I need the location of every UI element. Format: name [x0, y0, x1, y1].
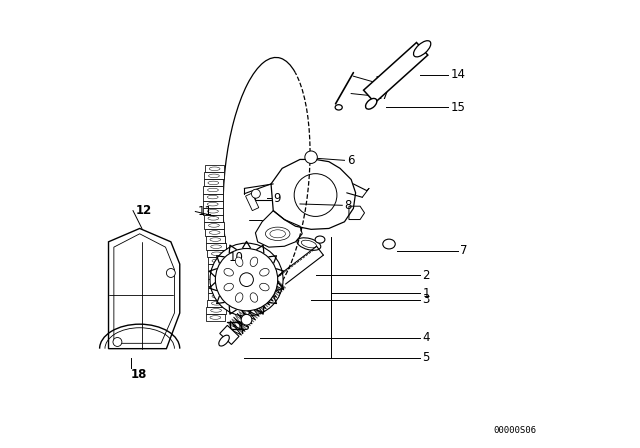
- Polygon shape: [364, 43, 428, 103]
- Text: 2: 2: [422, 269, 430, 282]
- Text: 9: 9: [273, 192, 281, 205]
- Bar: [206, 307, 226, 314]
- Bar: [207, 250, 227, 257]
- Circle shape: [166, 268, 175, 277]
- Bar: [206, 243, 226, 250]
- Circle shape: [113, 337, 122, 346]
- Text: 16: 16: [374, 75, 389, 88]
- Bar: [205, 314, 225, 321]
- Text: 11: 11: [198, 205, 212, 218]
- Ellipse shape: [250, 257, 258, 267]
- Bar: [203, 208, 223, 215]
- Ellipse shape: [335, 105, 342, 110]
- Bar: [207, 293, 227, 300]
- Text: 7: 7: [460, 244, 468, 257]
- Circle shape: [210, 243, 283, 316]
- Bar: [208, 279, 228, 286]
- Circle shape: [241, 314, 252, 325]
- Ellipse shape: [365, 99, 377, 109]
- Text: 8: 8: [344, 199, 352, 212]
- Bar: [205, 236, 225, 243]
- Text: 13: 13: [236, 320, 250, 333]
- Text: 18: 18: [131, 368, 147, 381]
- Circle shape: [252, 189, 260, 198]
- Ellipse shape: [250, 293, 258, 302]
- Bar: [204, 179, 223, 186]
- Bar: [208, 271, 228, 279]
- Ellipse shape: [413, 41, 431, 57]
- Bar: [207, 300, 227, 307]
- Bar: [205, 165, 225, 172]
- Ellipse shape: [260, 283, 269, 291]
- Bar: [204, 172, 224, 179]
- Bar: [207, 257, 227, 264]
- Bar: [246, 193, 259, 211]
- Ellipse shape: [383, 239, 396, 249]
- Text: 17: 17: [374, 89, 389, 102]
- Text: 5: 5: [422, 351, 430, 364]
- Bar: [203, 186, 223, 194]
- Text: 15: 15: [451, 101, 465, 114]
- Circle shape: [240, 273, 253, 287]
- Ellipse shape: [260, 268, 269, 276]
- Ellipse shape: [236, 257, 243, 267]
- Text: 3: 3: [422, 293, 430, 306]
- Text: 00000S06: 00000S06: [493, 426, 536, 435]
- Circle shape: [216, 249, 278, 311]
- Ellipse shape: [236, 293, 243, 302]
- Bar: [208, 264, 228, 271]
- Text: 12: 12: [135, 204, 152, 217]
- Circle shape: [305, 151, 317, 164]
- Bar: [203, 194, 223, 201]
- Ellipse shape: [315, 236, 325, 243]
- Text: 1: 1: [422, 287, 430, 300]
- Ellipse shape: [224, 283, 234, 291]
- Bar: [204, 215, 223, 222]
- Text: 4: 4: [422, 331, 430, 344]
- Bar: [204, 222, 224, 229]
- Text: 14: 14: [451, 69, 465, 82]
- Ellipse shape: [219, 335, 229, 346]
- Bar: [208, 286, 228, 293]
- Polygon shape: [220, 325, 239, 345]
- Bar: [203, 201, 223, 208]
- Text: 10: 10: [228, 251, 244, 264]
- Ellipse shape: [224, 268, 234, 276]
- Text: 6: 6: [347, 154, 354, 167]
- Bar: [205, 229, 225, 236]
